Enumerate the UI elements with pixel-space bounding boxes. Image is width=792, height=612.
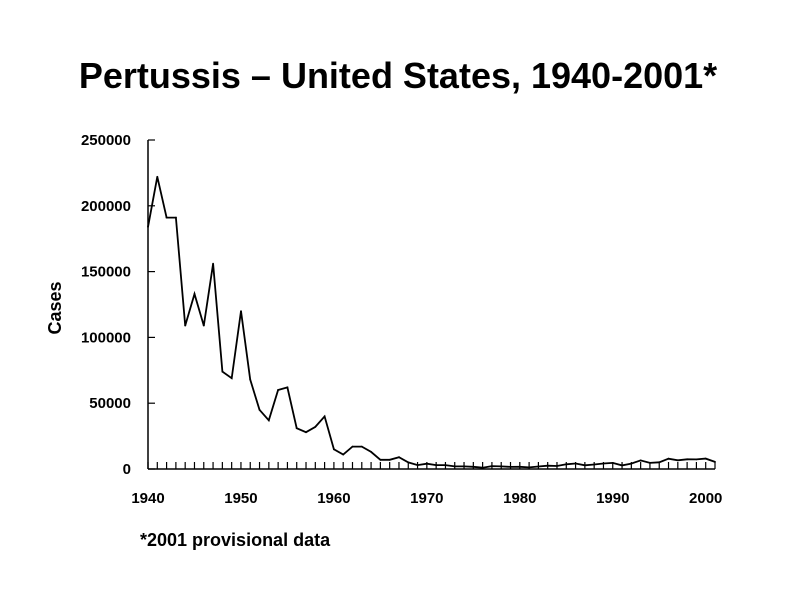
data-point bbox=[537, 465, 540, 468]
data-point bbox=[546, 464, 549, 467]
data-point bbox=[314, 426, 317, 428]
footnote: *2001 provisional data bbox=[140, 530, 331, 550]
data-point bbox=[528, 466, 530, 469]
data-point bbox=[221, 370, 224, 373]
data-point bbox=[444, 464, 447, 466]
data-point bbox=[667, 457, 670, 460]
y-tick-label: 100000 bbox=[81, 329, 131, 346]
data-point bbox=[584, 464, 586, 467]
data-point bbox=[379, 458, 382, 461]
data-point bbox=[165, 216, 168, 219]
data-point bbox=[658, 461, 661, 464]
data-point bbox=[230, 377, 233, 380]
data-point bbox=[193, 293, 196, 295]
data-point bbox=[704, 457, 707, 460]
y-axis-title: Cases bbox=[45, 281, 65, 334]
data-point bbox=[463, 465, 465, 468]
data-point bbox=[175, 216, 177, 219]
data-point bbox=[407, 461, 410, 464]
data-point bbox=[240, 310, 242, 312]
x-tick-label: 1990 bbox=[596, 490, 629, 507]
data-point bbox=[509, 466, 512, 468]
x-axis-ticks: 1940 1950 1960 1970 1980 1990 2000 bbox=[131, 462, 722, 507]
x-tick-label: 2000 bbox=[689, 490, 722, 507]
data-point bbox=[602, 462, 605, 465]
chart-title: Pertussis – United States, 1940-2001* bbox=[79, 55, 717, 96]
x-tick-label: 1940 bbox=[131, 490, 164, 507]
data-point bbox=[202, 324, 205, 327]
data-point bbox=[370, 451, 372, 453]
x-tick-label: 1980 bbox=[503, 490, 536, 507]
data-point bbox=[676, 459, 679, 462]
data-point bbox=[333, 448, 335, 451]
data-point bbox=[388, 458, 391, 461]
data-point bbox=[500, 465, 503, 468]
data-point bbox=[305, 431, 307, 434]
data-point bbox=[277, 389, 279, 391]
data-point bbox=[295, 427, 298, 430]
data-point bbox=[147, 226, 149, 228]
series-layer bbox=[147, 175, 716, 469]
data-point bbox=[518, 465, 521, 468]
y-tick-label: 250000 bbox=[81, 132, 131, 149]
data-point bbox=[714, 461, 716, 463]
data-point bbox=[267, 419, 270, 422]
data-point bbox=[426, 462, 428, 465]
data-point bbox=[249, 378, 252, 381]
data-point bbox=[323, 415, 326, 418]
data-point bbox=[453, 465, 456, 468]
data-point bbox=[435, 464, 437, 466]
data-point bbox=[156, 175, 159, 178]
series-line bbox=[147, 176, 716, 469]
data-point bbox=[695, 458, 698, 461]
data-point bbox=[398, 456, 400, 459]
data-point bbox=[212, 262, 215, 265]
data-point bbox=[286, 386, 289, 389]
data-point bbox=[565, 463, 568, 466]
data-point bbox=[481, 466, 484, 469]
y-axis-ticks: 0 50000 100000 150000 200000 250000 bbox=[81, 132, 155, 478]
data-point bbox=[472, 465, 475, 468]
x-tick-label: 1970 bbox=[410, 490, 443, 507]
data-point bbox=[258, 408, 261, 411]
y-tick-label: 50000 bbox=[89, 395, 131, 412]
data-point bbox=[611, 462, 614, 464]
y-tick-label: 200000 bbox=[81, 198, 131, 215]
data-point bbox=[491, 465, 493, 467]
y-tick-label: 0 bbox=[123, 461, 131, 478]
data-point bbox=[556, 465, 558, 467]
data-point bbox=[342, 453, 345, 456]
data-point bbox=[593, 463, 596, 466]
data-point bbox=[360, 445, 363, 448]
data-point bbox=[639, 459, 642, 462]
x-tick-label: 1950 bbox=[224, 490, 257, 507]
data-point bbox=[184, 324, 187, 327]
axes bbox=[147, 140, 715, 470]
data-point bbox=[649, 462, 651, 464]
y-tick-label: 150000 bbox=[81, 264, 131, 281]
data-point bbox=[574, 462, 577, 465]
x-tick-label: 1960 bbox=[317, 490, 350, 507]
data-point bbox=[416, 464, 419, 466]
data-point bbox=[621, 464, 623, 467]
data-point bbox=[630, 462, 633, 465]
data-point bbox=[686, 458, 688, 461]
data-point bbox=[351, 445, 354, 448]
